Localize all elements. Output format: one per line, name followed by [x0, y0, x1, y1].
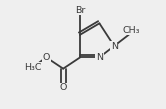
Text: O: O [59, 83, 67, 92]
Text: Br: Br [75, 6, 85, 15]
Text: H₃C: H₃C [24, 63, 41, 72]
Text: N: N [111, 42, 118, 50]
Text: O: O [42, 53, 50, 62]
Text: N: N [96, 53, 103, 62]
Text: CH₃: CH₃ [122, 26, 140, 35]
